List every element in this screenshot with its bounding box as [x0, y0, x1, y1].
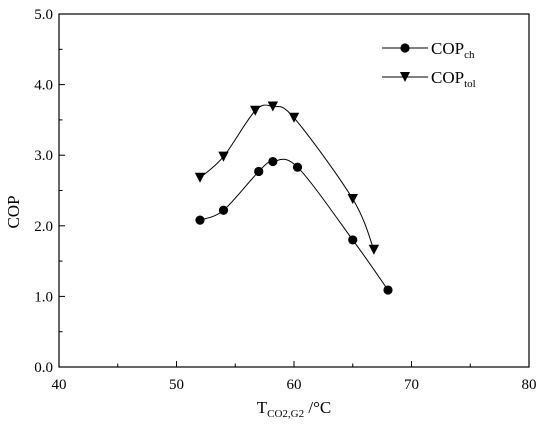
legend-label-cop-ch: COPch [431, 39, 475, 61]
legend: COPch COPtol [382, 39, 476, 90]
x-tick-label: 60 [287, 377, 302, 393]
y-tick-labels: 0.0 1.0 2.0 3.0 4.0 5.0 [34, 7, 53, 376]
data-point-cop-tol [250, 105, 261, 116]
x-tick-labels: 40 50 60 70 80 [52, 377, 537, 393]
x-axis-title-suffix: /°C [304, 398, 331, 417]
data-point-cop-tol [267, 101, 279, 112]
data-point-cop-ch [292, 162, 303, 172]
y-tick-label: 5.0 [34, 7, 53, 23]
data-point-cop-tol [368, 244, 380, 255]
y-tick-label: 3.0 [34, 148, 53, 164]
legend-marker-circle [400, 43, 410, 53]
data-point-cop-tol [218, 151, 229, 162]
x-tick-label: 40 [52, 377, 67, 393]
x-tick-label: 80 [522, 377, 537, 393]
data-point-cop-ch [254, 166, 264, 177]
y-tick-label: 4.0 [34, 78, 53, 94]
legend-entry-cop-tol: COPtol [382, 68, 476, 90]
plot-frame [58, 13, 530, 368]
data-point-cop-ch [218, 205, 229, 215]
x-tick-label: 50 [169, 377, 184, 393]
x-axis-title-sub: CO2,G2 [267, 408, 304, 420]
series-cop-tol [194, 101, 380, 255]
legend-label-cop-tol: COPtol [431, 68, 476, 90]
data-point-cop-tol [288, 112, 300, 123]
legend-marker-triangle [400, 72, 410, 82]
x-tick-label: 70 [404, 377, 419, 393]
series-layer [194, 101, 393, 295]
data-point-cop-tol [347, 193, 358, 204]
series-line-cop-tol [199, 104, 375, 250]
y-tick-label: 1.0 [34, 289, 53, 305]
y-axis-title: COP [4, 195, 23, 228]
data-point-cop-ch [268, 156, 278, 167]
data-point-cop-ch [195, 215, 205, 225]
x-axis-title: TCO2,G2 /°C [257, 398, 332, 420]
y-tick-label: 2.0 [34, 219, 53, 235]
x-axis-title-main: T [257, 398, 268, 417]
legend-entry-cop-ch: COPch [382, 39, 475, 61]
series-line-cop-ch [199, 158, 389, 291]
data-point-cop-tol [194, 172, 206, 183]
data-point-cop-ch [383, 285, 393, 295]
data-point-cop-ch [348, 235, 358, 245]
series-cop-ch [195, 156, 393, 295]
axis-ticks [58, 13, 530, 368]
y-tick-label: 0.0 [34, 360, 53, 376]
